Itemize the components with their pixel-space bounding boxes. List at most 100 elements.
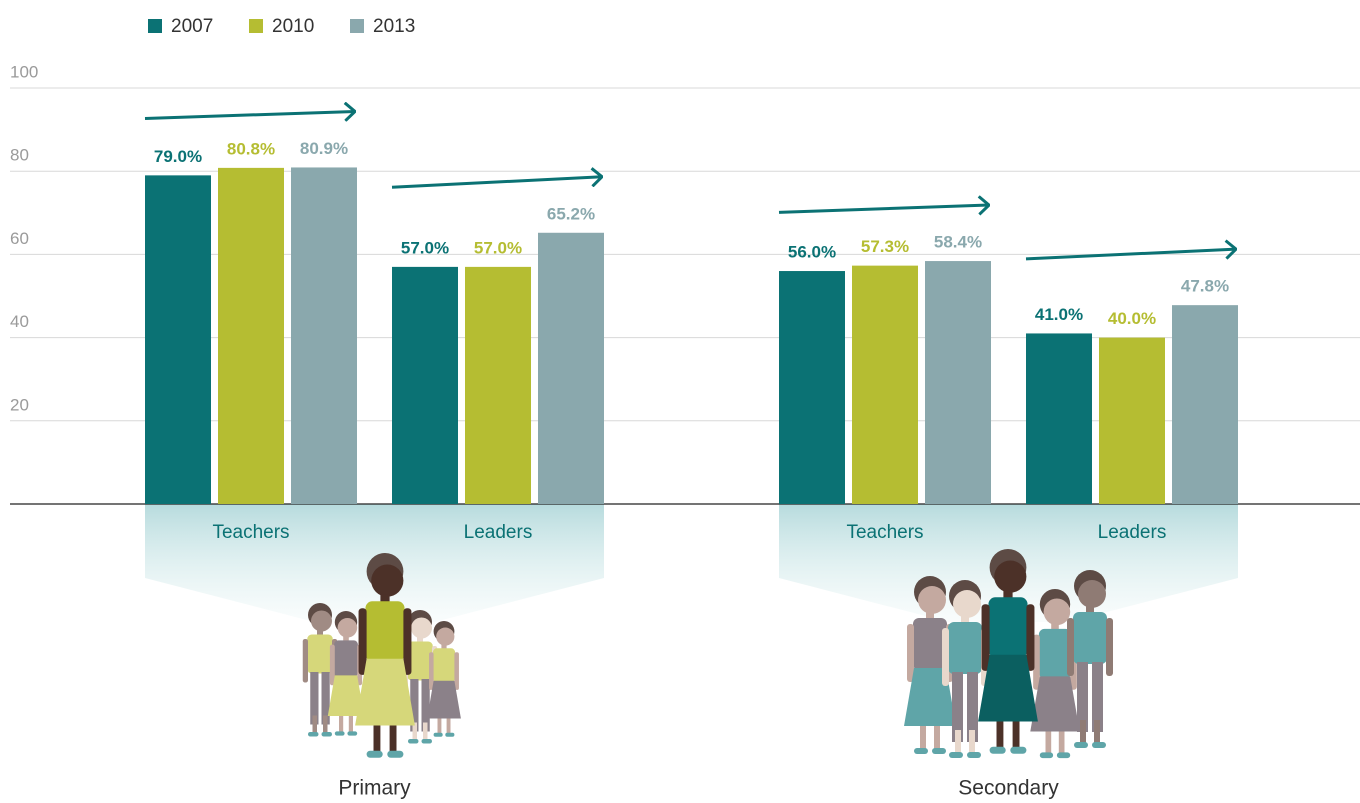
bar [925,261,991,504]
legend-label: 2013 [373,16,415,37]
person-body [334,640,358,676]
person-body [913,618,947,670]
person-leg [934,726,940,751]
person-leg [1094,720,1100,745]
person-arm [942,628,949,686]
person-body [1039,629,1071,678]
category-label: Leaders [464,522,533,543]
person-head [371,565,403,597]
trend-arrow [779,205,989,212]
value-label: 56.0% [788,243,836,262]
person-head [994,561,1026,593]
person-leg [447,719,451,735]
legend-swatch [350,19,364,33]
person-leg [438,719,442,735]
person-shoe [1040,752,1053,758]
person-shoe [322,732,333,737]
person-head [436,628,454,646]
legend-swatch [249,19,263,33]
person-shoe [914,748,928,754]
person-body [948,622,982,674]
person-shoe [434,733,443,737]
legend-swatch [148,19,162,33]
page: {"chart_data": {"type": "bar", "categori… [0,0,1360,803]
value-label: 57.0% [401,238,449,257]
value-label: 41.0% [1035,305,1083,324]
y-tick-label: 80 [10,146,29,165]
value-label: 58.4% [934,233,982,252]
bar [1172,305,1238,504]
person-head [338,618,358,638]
person-leg [997,722,1004,751]
person-leg [920,726,926,751]
person-arm [1067,618,1074,676]
person-leg [423,723,428,742]
person-head [953,590,981,618]
person-body [307,635,333,674]
person-leg [1046,732,1052,756]
bar [465,267,531,504]
person-leg [349,716,353,734]
person-head [918,586,946,614]
person-arm [1106,618,1113,676]
person-shoe [1092,742,1106,748]
person-shoe [445,733,454,737]
value-label: 57.0% [474,238,522,257]
person-leg [969,730,975,755]
y-tick-label: 20 [10,395,29,414]
person-arm [982,604,990,671]
bar [852,266,918,504]
value-label: 65.2% [547,204,595,223]
person-leg [374,726,381,755]
person-arm [359,608,367,675]
person-leg [955,730,961,755]
person-arm [429,652,434,690]
person-leg [313,716,318,735]
person-head [411,618,432,639]
person-shoe [347,731,357,735]
value-label: 57.3% [861,237,909,256]
person-arm [303,639,308,683]
person-arm [330,645,335,686]
bar [538,233,604,504]
person-shoe [367,751,383,758]
value-label: 79.0% [154,147,202,166]
value-label: 80.8% [227,139,275,158]
y-tick-label: 60 [10,229,29,248]
person-head [1078,580,1106,608]
person-leg [390,726,397,755]
person-leg [339,716,343,734]
person-shoe [990,747,1006,754]
person-body [988,597,1027,657]
person-shoe [1010,747,1026,754]
bar [392,267,458,504]
value-label: 40.0% [1108,309,1156,328]
trend-arrow [392,177,602,188]
chart: 20406080100 20072010201379.0%80.8%80.9%T… [0,0,1360,803]
person-shoe [1074,742,1088,748]
bar [1026,333,1092,504]
group-label: Primary [338,777,411,800]
person-shoe [967,752,981,758]
person-shoe [387,751,403,758]
person-shoe [408,739,419,744]
person-arm [907,624,914,682]
person-leg [1013,722,1020,751]
person-body [433,648,455,682]
trend-arrow [145,111,355,118]
person-shoe [1057,752,1070,758]
legend-label: 2010 [272,16,314,37]
legend-label: 2007 [171,16,213,37]
value-label: 80.9% [300,139,348,158]
person-leg [323,716,328,735]
person-head [311,611,332,632]
person-arm [403,608,411,675]
person-shoe [949,752,963,758]
person-shoe [422,739,433,744]
person-body [365,601,404,661]
person-shoe [932,748,946,754]
category-label: Teachers [846,522,923,543]
bar [1099,338,1165,504]
person-shoe [308,732,319,737]
bar [779,271,845,504]
